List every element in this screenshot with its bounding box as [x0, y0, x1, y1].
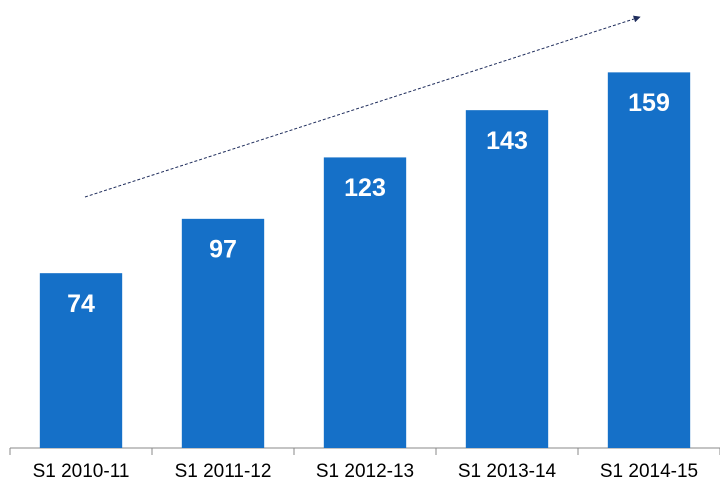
data-label: 159: [628, 89, 670, 117]
bar: [39, 273, 123, 448]
trend-arrow: [84, 15, 641, 198]
x-tick-label: S1 2010-11: [33, 461, 130, 482]
data-label: 123: [344, 174, 386, 202]
bar: [465, 110, 549, 448]
bar: [181, 218, 265, 448]
x-tick-label: S1 2013-14: [458, 461, 557, 482]
data-label: 143: [486, 127, 528, 155]
x-tick-label: S1 2012-13: [316, 461, 414, 482]
data-label: 74: [67, 290, 95, 318]
x-tick-label: S1 2014-15: [600, 461, 698, 482]
x-tick-label: S1 2011-12: [175, 461, 272, 482]
data-label: 97: [209, 235, 237, 263]
bar: [323, 157, 407, 448]
bar: [607, 72, 691, 449]
